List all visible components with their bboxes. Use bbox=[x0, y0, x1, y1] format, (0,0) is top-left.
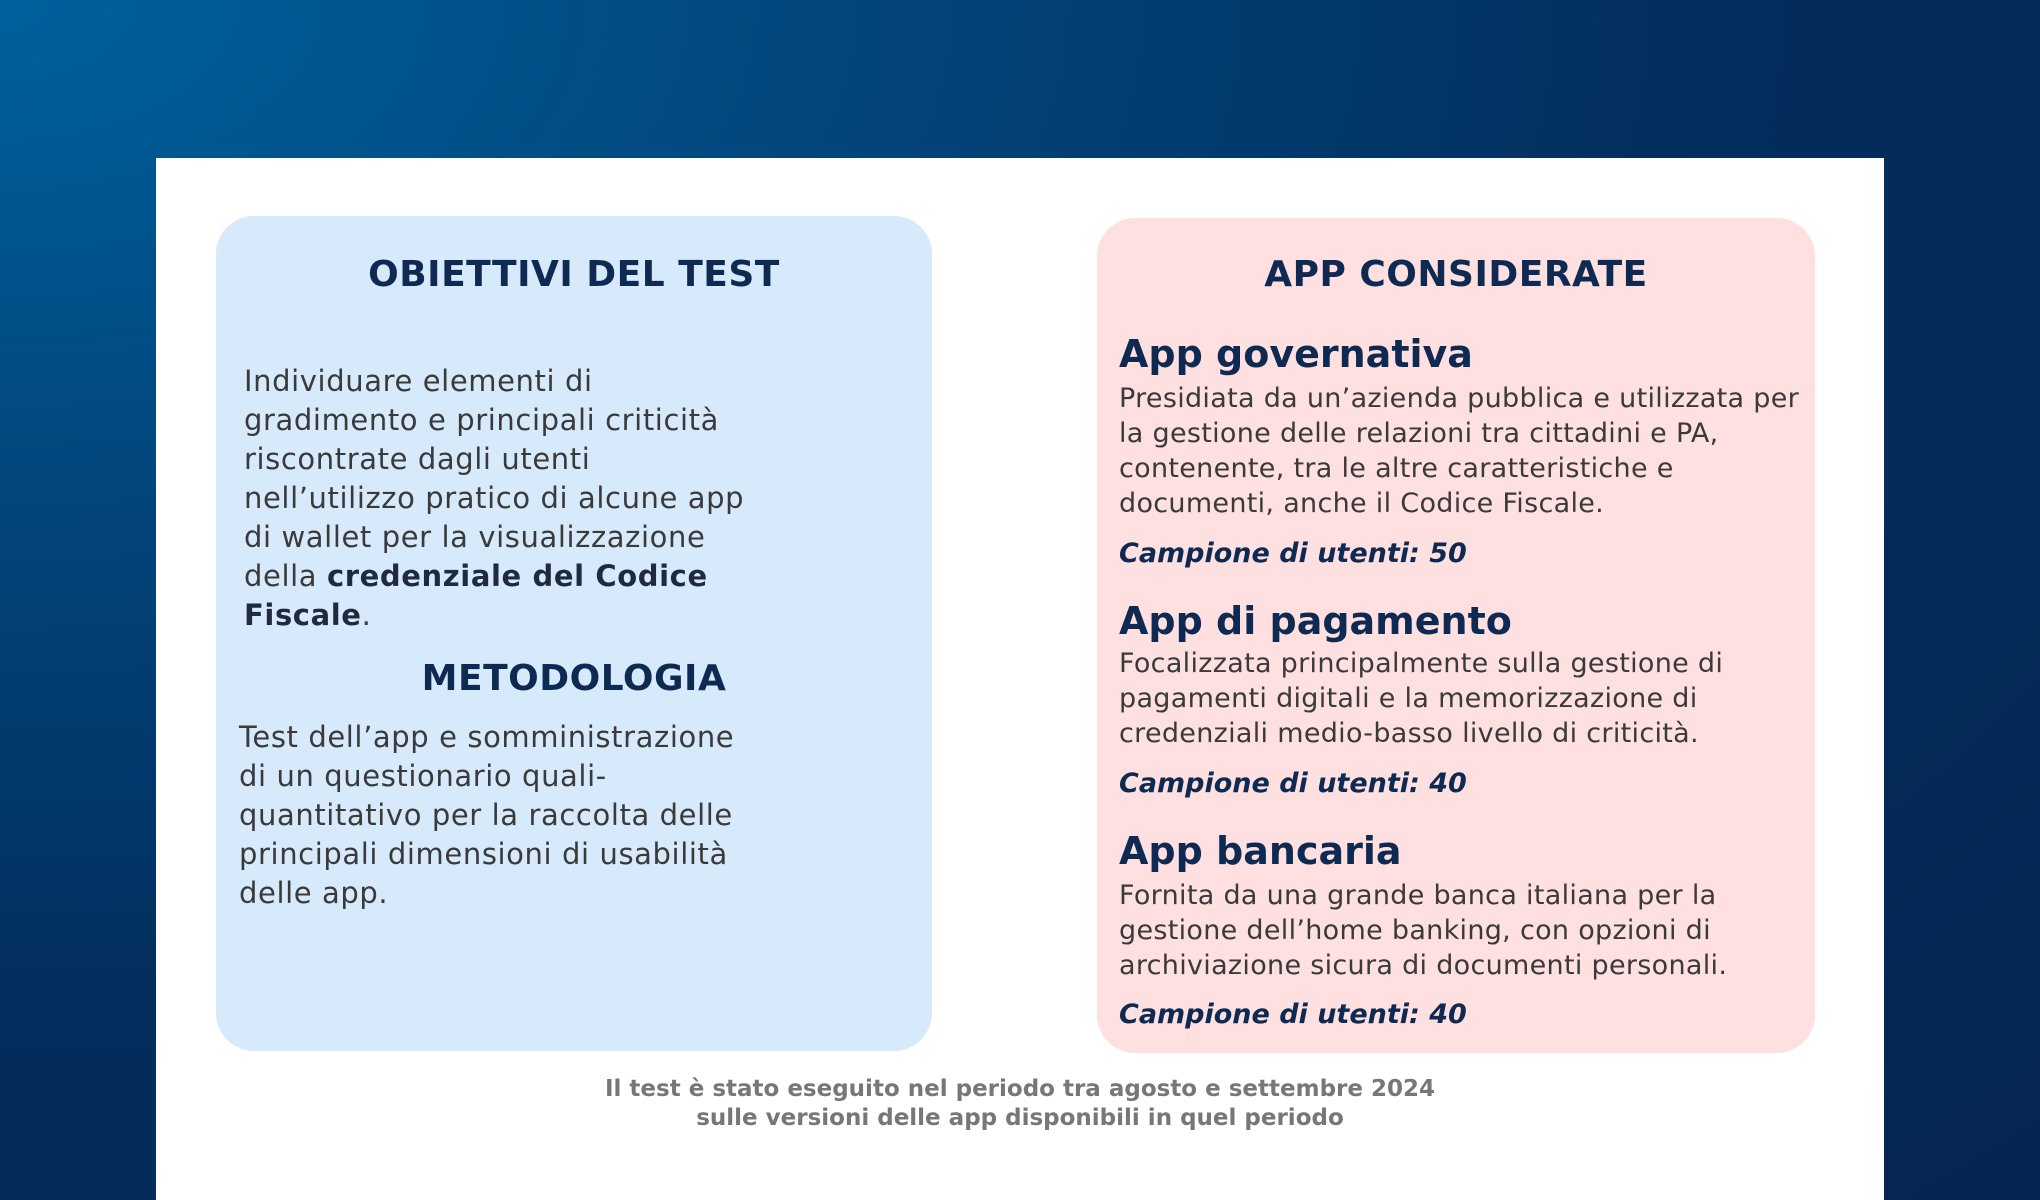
methodology-text: Test dell’app e somministrazione di un q… bbox=[239, 720, 735, 910]
app-name: App di pagamento bbox=[1119, 599, 1512, 643]
objectives-text: Individuare elementi di gradimento e pri… bbox=[244, 362, 764, 635]
app-sample: Campione di utenti: 40 bbox=[1119, 999, 1467, 1030]
slide-panel: OBIETTIVI DEL TEST Individuare elementi … bbox=[156, 158, 1884, 1200]
app-name: App governativa bbox=[1119, 332, 1473, 376]
apps-title: APP CONSIDERATE bbox=[1264, 254, 1648, 295]
app-description: Focalizzata principalmente sulla gestion… bbox=[1119, 648, 1724, 749]
app-sample: Campione di utenti: 40 bbox=[1119, 768, 1467, 799]
objectives-highlight: credenziale del Codice Fiscale bbox=[244, 559, 708, 632]
objectives-card: OBIETTIVI DEL TEST Individuare elementi … bbox=[216, 216, 932, 1051]
app-description: Presidiata da un’azienda pubblica e util… bbox=[1119, 383, 1800, 519]
app-name: App bancaria bbox=[1119, 829, 1402, 873]
footer-line-1: Il test è stato eseguito nel periodo tra… bbox=[604, 1076, 1435, 1102]
objectives-body: Individuare elementi di gradimento e pri… bbox=[244, 364, 745, 593]
objectives-end: . bbox=[361, 598, 372, 632]
footer-note: Il test è stato eseguito nel periodo tra… bbox=[156, 1075, 1884, 1133]
app-sample: Campione di utenti: 50 bbox=[1119, 538, 1467, 569]
app-description: Fornita da una grande banca italiana per… bbox=[1119, 880, 1728, 981]
methodology-title: METODOLOGIA bbox=[421, 658, 727, 699]
footer-line-2: sulle versioni delle app disponibili in … bbox=[696, 1105, 1344, 1131]
objectives-title: OBIETTIVI DEL TEST bbox=[368, 254, 780, 295]
apps-card: APP CONSIDERATE App governativa Presidia… bbox=[1097, 218, 1815, 1053]
